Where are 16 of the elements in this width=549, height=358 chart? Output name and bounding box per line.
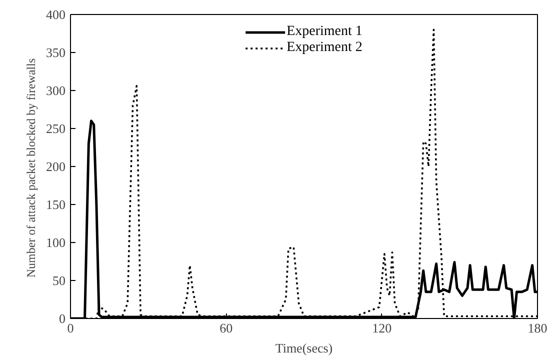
y-tick-label: 150 bbox=[46, 197, 66, 212]
x-tick-label: 60 bbox=[220, 320, 233, 336]
x-axis-title: Time(secs) bbox=[275, 340, 333, 356]
x-tick-label: 120 bbox=[372, 320, 392, 336]
y-tick-label: 200 bbox=[46, 159, 66, 174]
y-tick-label: 350 bbox=[46, 45, 66, 60]
y-tick-label: 400 bbox=[46, 7, 66, 22]
legend-label: Experiment 1 bbox=[286, 24, 362, 40]
y-tick-label: 300 bbox=[46, 83, 66, 98]
y-tick-label: 0 bbox=[59, 311, 66, 326]
y-tick-label: 50 bbox=[52, 273, 66, 288]
y-tick-label: 100 bbox=[46, 235, 66, 250]
legend-label: Experiment 2 bbox=[286, 40, 362, 56]
x-tick-label: 180 bbox=[528, 320, 548, 336]
y-axis-title: Number of attack packet blocked by firewalls bbox=[24, 58, 38, 278]
y-tick-label: 250 bbox=[46, 121, 66, 136]
